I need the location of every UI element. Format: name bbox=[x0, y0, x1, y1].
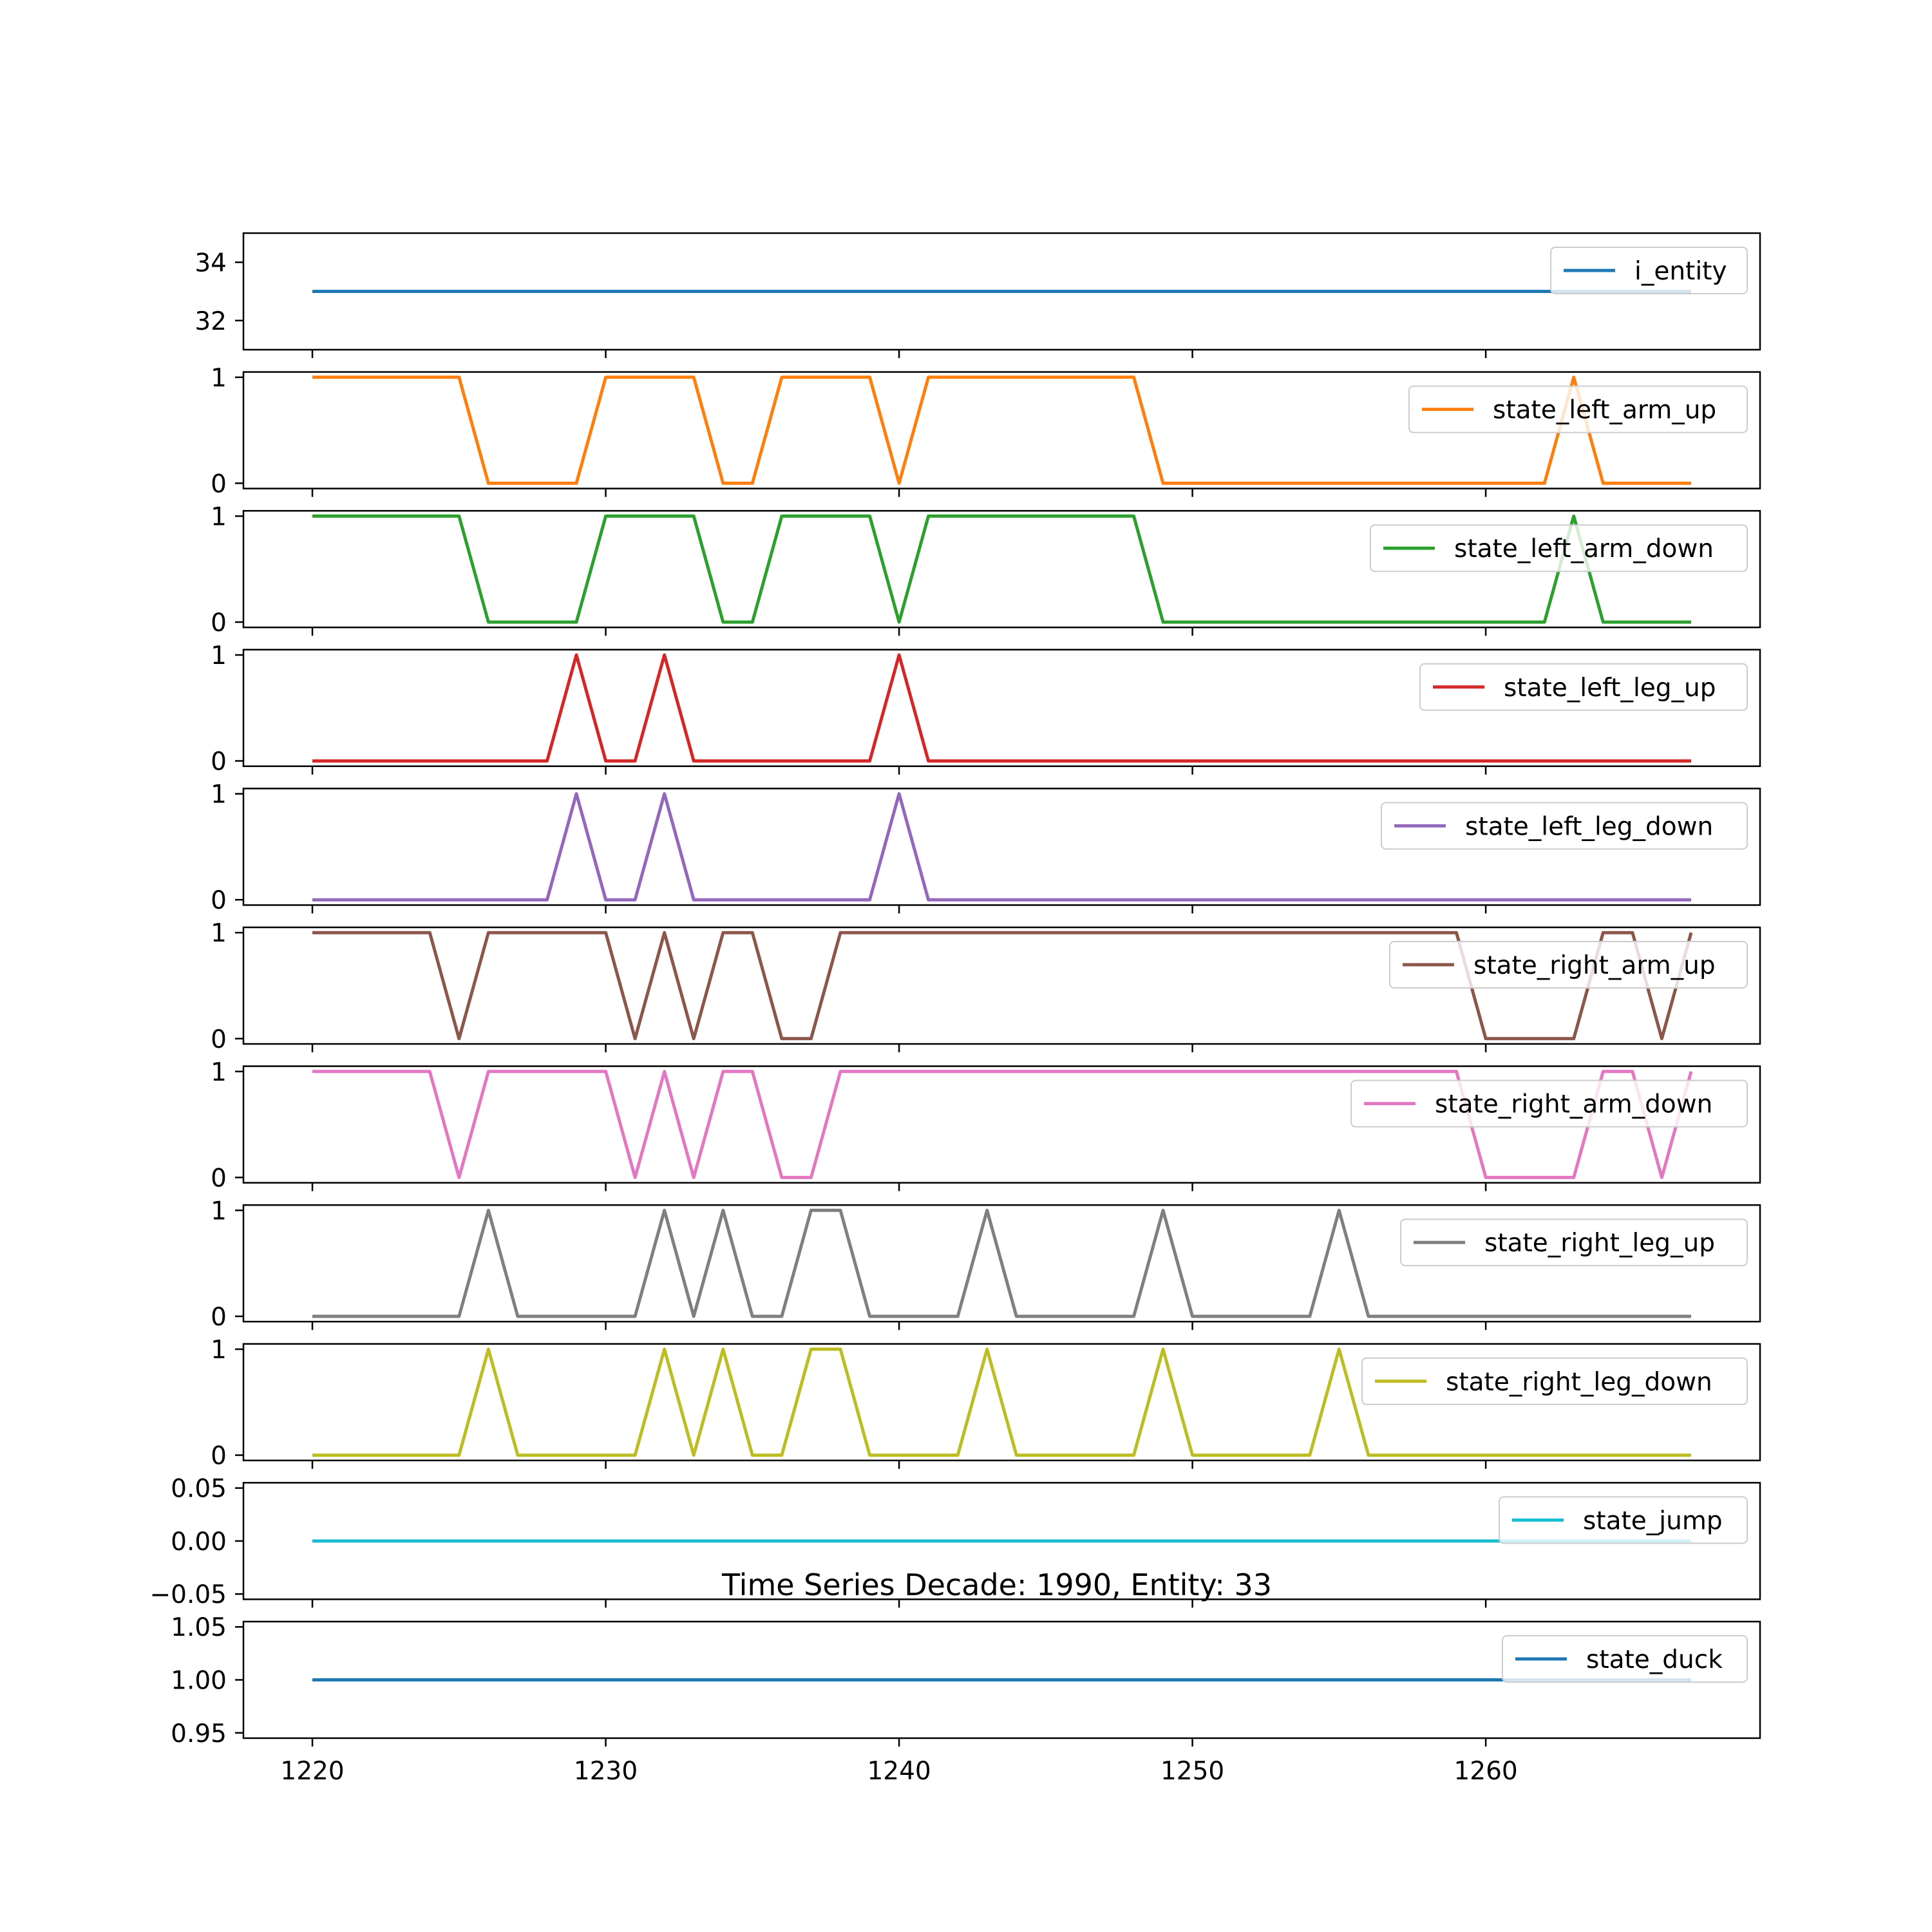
panel-state-right-leg-down: 0 1 state_right_leg_down bbox=[211, 1336, 1761, 1471]
legend-box bbox=[1499, 1496, 1748, 1544]
legend-box bbox=[1361, 1357, 1748, 1405]
series-line-state-left-arm-up bbox=[312, 375, 1691, 485]
panels-layer: 32 34 i_entity 0 1 state_left_arm_up 0 1 state_l… bbox=[149, 232, 1761, 1786]
axes-frame bbox=[242, 649, 1761, 768]
series-line-state-right-leg-up bbox=[312, 1208, 1691, 1318]
x-tick-label: 1240 bbox=[867, 1757, 931, 1786]
y-tick-label: 1 bbox=[211, 1197, 227, 1226]
axes-frame bbox=[242, 509, 1761, 629]
legend-box bbox=[1389, 941, 1748, 989]
legend-box bbox=[1408, 385, 1748, 433]
x-tick-label: 1230 bbox=[574, 1757, 638, 1786]
axes-frame bbox=[242, 371, 1761, 489]
legend-label: state_left_arm_down bbox=[1454, 535, 1714, 564]
legend: state_jump bbox=[1499, 1496, 1748, 1544]
y-tick-label: 0 bbox=[211, 886, 227, 915]
y-tick-label: 0 bbox=[211, 1025, 227, 1054]
legend: state_left_arm_down bbox=[1370, 524, 1748, 573]
legend: state_duck bbox=[1502, 1635, 1748, 1683]
legend: state_right_leg_up bbox=[1400, 1218, 1748, 1267]
panel-state-right-leg-up: 0 1 state_right_leg_up bbox=[211, 1197, 1761, 1332]
legend: state_right_arm_down bbox=[1350, 1079, 1748, 1128]
y-tick-label: 1 bbox=[211, 502, 227, 531]
y-tick-label: 0 bbox=[211, 609, 227, 638]
legend-label: state_right_leg_down bbox=[1446, 1368, 1712, 1397]
legend-label: state_left_leg_up bbox=[1504, 674, 1716, 703]
axes-frame bbox=[242, 1065, 1761, 1184]
y-tick-label: 1 bbox=[211, 1058, 227, 1087]
legend: state_left_leg_down bbox=[1381, 802, 1748, 850]
series-line-state-left-leg-down bbox=[312, 792, 1691, 902]
x-tick-label: 1220 bbox=[280, 1757, 344, 1786]
y-tick-label: 0 bbox=[211, 1442, 227, 1471]
panel-state-right-arm-up: 0 1 state_right_arm_up bbox=[211, 919, 1761, 1054]
y-tick-label: 0.95 bbox=[171, 1719, 227, 1748]
y-tick-label: 0 bbox=[211, 1303, 227, 1332]
y-tick-label: 1 bbox=[211, 919, 227, 948]
y-tick-label: 32 bbox=[194, 307, 227, 336]
legend-box bbox=[1502, 1635, 1748, 1683]
y-tick-label: 1.00 bbox=[171, 1667, 227, 1696]
axes-frame bbox=[242, 926, 1761, 1045]
y-tick-label: 0 bbox=[211, 1164, 227, 1193]
legend-label: state_jump bbox=[1583, 1506, 1723, 1535]
panel-state-duck: 0.95 1.00 1.05 state_duck bbox=[171, 1613, 1761, 1748]
panel-i-entity: 32 34 i_entity bbox=[194, 232, 1761, 358]
y-tick-label: 34 bbox=[194, 249, 227, 278]
y-tick-label: 1 bbox=[211, 1336, 227, 1365]
axes-frame bbox=[242, 1204, 1761, 1323]
y-tick-label: 0 bbox=[211, 469, 227, 498]
axes-frame bbox=[242, 232, 1761, 351]
x-tick-label: 1250 bbox=[1160, 1757, 1224, 1786]
series-line-state-left-leg-up bbox=[312, 653, 1691, 763]
y-tick-label: 0.00 bbox=[171, 1528, 227, 1557]
panel-state-left-leg-up: 0 1 state_left_leg_up bbox=[211, 641, 1761, 777]
y-tick-label: 1 bbox=[211, 364, 227, 393]
legend-label: state_left_arm_up bbox=[1493, 396, 1716, 425]
axes-frame bbox=[242, 788, 1761, 906]
legend: state_right_arm_up bbox=[1389, 941, 1748, 989]
legend-label: state_right_leg_up bbox=[1484, 1229, 1715, 1258]
legend: state_right_leg_down bbox=[1361, 1357, 1748, 1405]
legend-box bbox=[1370, 524, 1748, 573]
panel-state-left-leg-down: 0 1 state_left_leg_down bbox=[211, 781, 1761, 915]
legend-label: state_left_leg_down bbox=[1465, 812, 1713, 841]
y-tick-label: 1 bbox=[211, 641, 227, 670]
panel-state-left-arm-down: 0 1 state_left_arm_down bbox=[211, 502, 1761, 638]
legend-box bbox=[1350, 1079, 1748, 1128]
legend-label: state_right_arm_down bbox=[1435, 1090, 1712, 1119]
legend-label: i_entity bbox=[1634, 257, 1727, 286]
legend-label: state_right_arm_up bbox=[1473, 951, 1716, 980]
legend-box bbox=[1400, 1218, 1748, 1267]
series-line-state-right-leg-down bbox=[312, 1347, 1691, 1457]
series-line-state-left-arm-down bbox=[312, 514, 1691, 624]
legend: state_left_leg_up bbox=[1419, 663, 1748, 711]
legend-box bbox=[1419, 663, 1748, 711]
panel-state-right-arm-down: 0 1 state_right_arm_down bbox=[211, 1058, 1761, 1193]
legend-box bbox=[1381, 802, 1748, 850]
legend: i_entity bbox=[1550, 247, 1748, 294]
x-axis-labels: 1220 1230 1240 1250 1260 bbox=[280, 1757, 1517, 1786]
legend: state_left_arm_up bbox=[1408, 385, 1748, 433]
y-tick-label: −0.05 bbox=[149, 1580, 227, 1609]
y-tick-label: 0 bbox=[211, 748, 227, 777]
y-tick-label: 1.05 bbox=[171, 1613, 227, 1642]
chart-title: Time Series Decade: 1990, Entity: 33 bbox=[721, 1567, 1272, 1602]
panel-state-jump: −0.05 0.00 0.05 state_jump bbox=[149, 1475, 1761, 1609]
panel-state-left-arm-up: 0 1 state_left_arm_up bbox=[211, 364, 1761, 498]
y-tick-label: 0.05 bbox=[171, 1475, 227, 1504]
y-tick-label: 1 bbox=[211, 781, 227, 810]
legend-box bbox=[1550, 247, 1748, 294]
x-tick-label: 1260 bbox=[1454, 1757, 1517, 1786]
legend-label: state_duck bbox=[1586, 1645, 1723, 1674]
axes-frame bbox=[242, 1343, 1761, 1462]
